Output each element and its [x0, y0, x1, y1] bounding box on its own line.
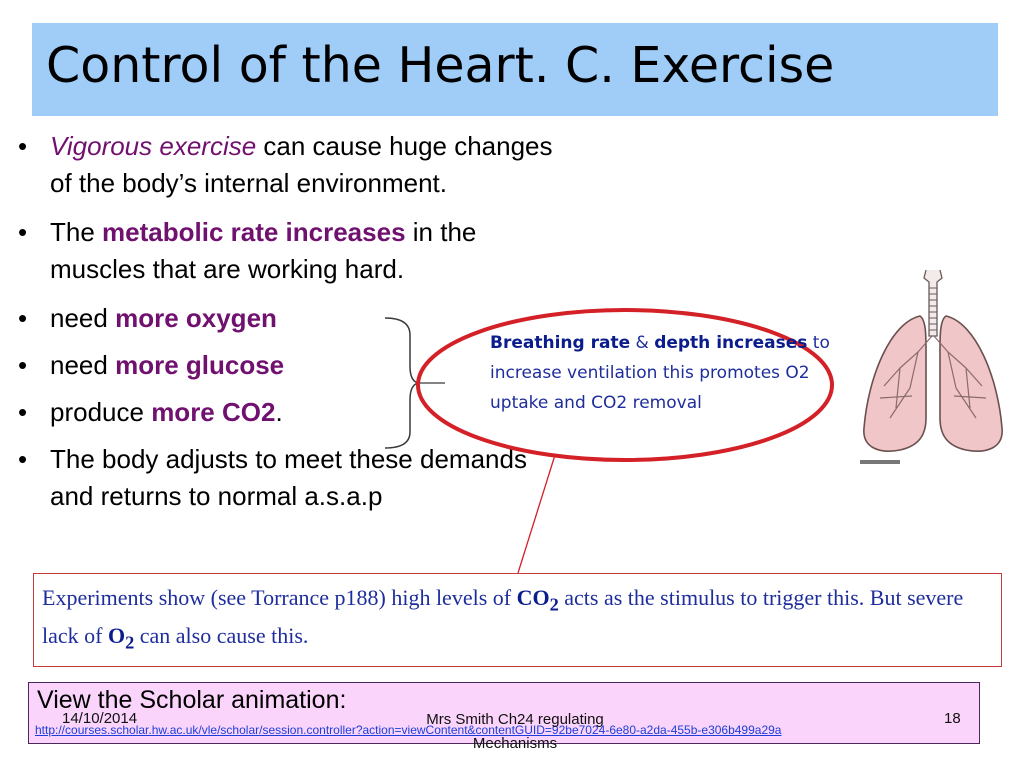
breathing-callout: Breathing rate & depth increases to incr… — [490, 328, 835, 418]
bullet-vigorous-exercise: • Vigorous exercise can cause huge chang… — [18, 128, 718, 202]
bullet-more-co2: • produce more CO2. — [18, 394, 718, 431]
o2-symbol: O — [107, 623, 126, 649]
bullet-text: muscles that are working hard. — [50, 254, 405, 284]
bullet-more-glucose: • need more glucose — [18, 347, 718, 384]
co2-formula: CO2 — [516, 585, 559, 614]
bullet-text: need — [50, 303, 116, 333]
o2-formula: O2 — [107, 623, 134, 652]
callout-connector — [517, 454, 556, 574]
metabolic-rate-text: metabolic rate increases — [102, 217, 406, 247]
bullet-dot: • — [18, 350, 28, 380]
bullet-text: in the — [405, 217, 477, 247]
callout-text: to increase ventilation this promotes O2… — [490, 333, 830, 413]
lungs-icon — [860, 269, 1003, 464]
brace-shape — [384, 317, 421, 449]
experiment-part: can also cause this. — [134, 623, 309, 649]
co2-subscript: 2 — [549, 594, 559, 615]
page-title: Control of the Heart. C. Exercise — [46, 37, 835, 94]
page-number: 18 — [944, 710, 961, 727]
scholar-link[interactable]: http://courses.scholar.hw.ac.uk/vle/scho… — [35, 723, 782, 737]
footer-author: Mrs Smith Ch24 regulating — [426, 711, 604, 728]
more-glucose-text: more glucose — [115, 350, 285, 380]
scholar-box: View the Scholar animation: http://cours… — [28, 682, 980, 744]
vigorous-exercise-text: Vigorous exercise — [50, 131, 257, 161]
bullet-text: can cause huge changes — [256, 131, 553, 161]
bullet-body-adjusts: • The body adjusts to meet these demands… — [18, 441, 718, 515]
experiment-box: Experiments show (see Torrance p188) hig… — [33, 573, 1002, 667]
bullet-text: produce — [50, 397, 152, 427]
experiment-part: Experiments show (see Torrance p188) hig… — [42, 585, 517, 610]
footer-center: Mrs Smith Ch24 regulating Mechanisms — [390, 708, 640, 756]
callout-oval — [416, 308, 834, 462]
bullet-more-oxygen: • need more oxygen — [18, 300, 718, 337]
bullet-dot: • — [18, 397, 28, 427]
bullet-dot: • — [18, 303, 28, 333]
more-oxygen-text: more oxygen — [115, 303, 277, 333]
experiment-part: acts as the stimulus to trigger this. Bu… — [42, 585, 964, 649]
bullet-text: of the body’s internal environment. — [50, 168, 447, 198]
bullet-dot: • — [18, 131, 28, 161]
scholar-title: View the Scholar animation: — [37, 686, 347, 714]
bullet-text: need — [50, 350, 116, 380]
co2-symbol: CO — [516, 585, 550, 610]
bullet-list: • Vigorous exercise can cause huge chang… — [18, 128, 718, 527]
bullet-dot: • — [18, 444, 28, 474]
title-bar: Control of the Heart. C. Exercise — [32, 23, 998, 116]
footer-chapter: Mechanisms — [472, 735, 558, 752]
more-co2-text: more CO2 — [151, 397, 276, 427]
o2-subscript: 2 — [125, 632, 135, 653]
callout-bold-text: Breathing rate — [490, 333, 631, 353]
bullet-text: . — [275, 397, 283, 427]
callout-text: & — [630, 333, 655, 353]
bullet-dot: • — [18, 217, 28, 247]
bullet-metabolic-rate: • The metabolic rate increases in the mu… — [18, 214, 718, 288]
bullet-text: and returns to normal a.s.a.p — [50, 481, 383, 511]
bullet-text: The body adjusts to meet these demands — [50, 444, 527, 474]
bullet-text: The — [50, 217, 103, 247]
footer-date: 14/10/2014 — [62, 710, 138, 727]
experiment-text: Experiments show (see Torrance p188) hig… — [42, 582, 992, 659]
callout-bold-text: depth increases — [654, 333, 808, 353]
